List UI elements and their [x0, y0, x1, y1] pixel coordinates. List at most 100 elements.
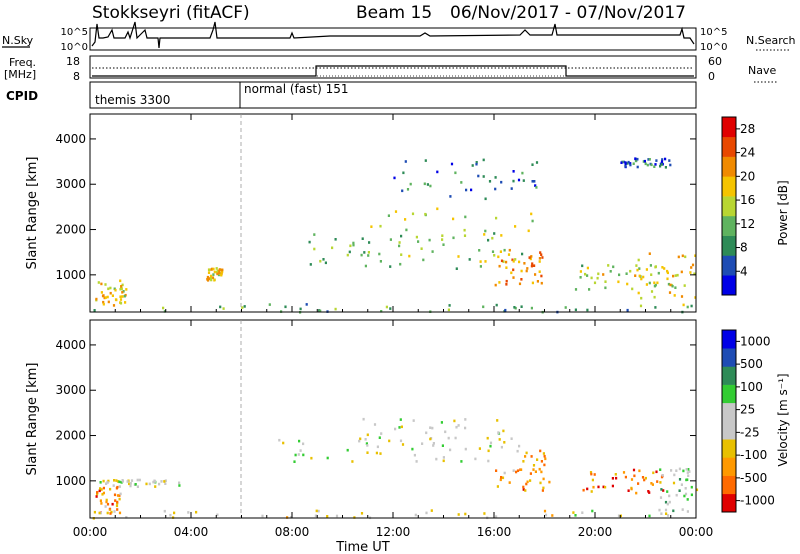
scatter-cell	[352, 243, 355, 247]
scatter-cell	[620, 161, 623, 164]
scatter-cell	[107, 479, 110, 483]
scatter-cell	[540, 253, 543, 256]
scatter-cell	[690, 485, 693, 489]
scatter-cell	[358, 439, 361, 443]
scatter-cell	[116, 508, 119, 511]
scatter-cell	[655, 159, 658, 162]
y-tick-label: 4000	[55, 132, 86, 146]
scatter-cell	[635, 159, 638, 163]
scatter-cell	[564, 306, 567, 309]
colorbar-segment	[722, 384, 736, 404]
noise-sky-label: N.Sky	[2, 34, 34, 47]
noise-tick-top-left: 10^5	[61, 27, 88, 38]
scatter-cell	[293, 460, 296, 463]
scatter-cell	[502, 429, 505, 433]
scatter-cell	[216, 269, 219, 273]
scatter-cell	[153, 480, 157, 483]
freq-label-line2: [MHz]	[4, 68, 36, 81]
scatter-cell	[178, 481, 181, 485]
scatter-cell	[412, 419, 415, 422]
freq-tick-bottom: 8	[73, 70, 80, 83]
scatter-cell	[622, 160, 625, 164]
scatter-cell	[404, 160, 407, 163]
scatter-cell	[672, 481, 676, 485]
scatter-cell	[675, 493, 678, 497]
colorbar-tick-label: 25	[740, 403, 755, 417]
scatter-cell	[649, 264, 652, 267]
scatter-cell	[425, 511, 428, 515]
scatter-cell	[540, 274, 543, 278]
scatter-cell	[630, 487, 633, 491]
scatter-cell	[112, 484, 115, 487]
scatter-cell	[533, 180, 536, 183]
scatter-cell	[119, 295, 122, 298]
scatter-cell	[662, 489, 665, 492]
scatter-cell	[642, 275, 645, 279]
scatter-cell	[630, 478, 634, 481]
scatter-cell	[118, 485, 121, 488]
scatter-cell	[494, 283, 497, 287]
scatter-cell	[106, 511, 109, 515]
scatter-cell	[512, 170, 515, 173]
scatter-cell	[512, 268, 515, 272]
scatter-cell	[211, 276, 215, 279]
scatter-cell	[409, 182, 412, 186]
scatter-cell	[123, 294, 126, 298]
scatter-cell	[118, 497, 121, 501]
scatter-cell	[367, 254, 370, 257]
scatter-cell	[518, 282, 522, 286]
scatter-cell	[432, 442, 435, 445]
scatter-cell	[221, 268, 224, 272]
scatter-cell	[106, 481, 109, 484]
scatter-cell	[502, 260, 505, 263]
scatter-cell	[102, 491, 105, 495]
scatter-cell	[489, 444, 492, 448]
scatter-cell	[463, 234, 467, 237]
scatter-cell	[631, 287, 634, 291]
scatter-cell	[375, 451, 378, 455]
scatter-cell	[210, 278, 213, 282]
scatter-cell	[544, 457, 547, 461]
scatter-cell	[114, 499, 117, 502]
scatter-cell	[379, 452, 382, 455]
scatter-cell	[364, 438, 367, 441]
scatter-cell	[508, 248, 511, 252]
colorbar-tick-label: 24	[740, 146, 755, 160]
scatter-cell	[498, 438, 501, 441]
scatter-cell	[119, 301, 123, 305]
station-title: Stokkseyri (fitACF)	[92, 3, 250, 23]
scatter-cell	[597, 272, 600, 276]
power-scatter-layer	[93, 157, 697, 314]
scatter-cell	[648, 158, 651, 161]
scatter-cell	[298, 439, 301, 443]
scatter-cell	[686, 498, 689, 501]
scatter-cell	[647, 490, 650, 493]
scatter-cell	[538, 260, 541, 263]
scatter-cell	[680, 483, 683, 486]
scatter-cell	[518, 444, 521, 448]
scatter-cell	[501, 476, 505, 480]
scatter-cell	[520, 468, 523, 471]
scatter-cell	[514, 306, 517, 310]
scatter-cell	[650, 273, 653, 276]
colorbar-segment	[722, 176, 736, 197]
scatter-cell	[138, 478, 141, 482]
scatter-cell	[124, 301, 127, 304]
scatter-cell	[645, 268, 648, 271]
scatter-cell	[436, 170, 439, 174]
scatter-cell	[653, 281, 656, 285]
scatter-cell	[363, 251, 366, 254]
scatter-cell	[484, 260, 487, 263]
cpid-mode-2: normal (fast) 151	[244, 82, 348, 96]
scatter-cell	[282, 441, 285, 445]
scatter-cell	[309, 263, 312, 266]
scatter-cell	[666, 271, 669, 275]
scatter-cell	[500, 180, 503, 184]
scatter-cell	[102, 486, 105, 490]
scatter-cell	[574, 514, 577, 517]
scatter-cell	[636, 165, 639, 169]
scatter-cell	[629, 162, 632, 165]
scatter-cell	[636, 268, 639, 272]
scatter-cell	[513, 306, 516, 309]
scatter-cell	[313, 247, 316, 251]
